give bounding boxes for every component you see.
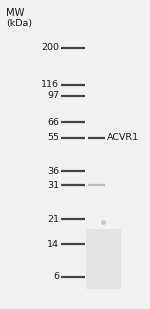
Text: 6: 6 [53, 272, 59, 281]
Text: 14: 14 [47, 239, 59, 249]
Text: 31: 31 [47, 181, 59, 190]
Text: 66: 66 [47, 117, 59, 127]
Text: 55: 55 [47, 133, 59, 142]
Text: (kDa): (kDa) [6, 19, 32, 28]
Text: ACVR1: ACVR1 [107, 133, 139, 142]
Text: MW: MW [6, 8, 24, 18]
Text: 116: 116 [41, 80, 59, 90]
Text: 200: 200 [41, 43, 59, 53]
Text: 97: 97 [47, 91, 59, 100]
Bar [86, 229, 121, 289]
Text: 21: 21 [47, 215, 59, 224]
Text: 36: 36 [47, 167, 59, 176]
